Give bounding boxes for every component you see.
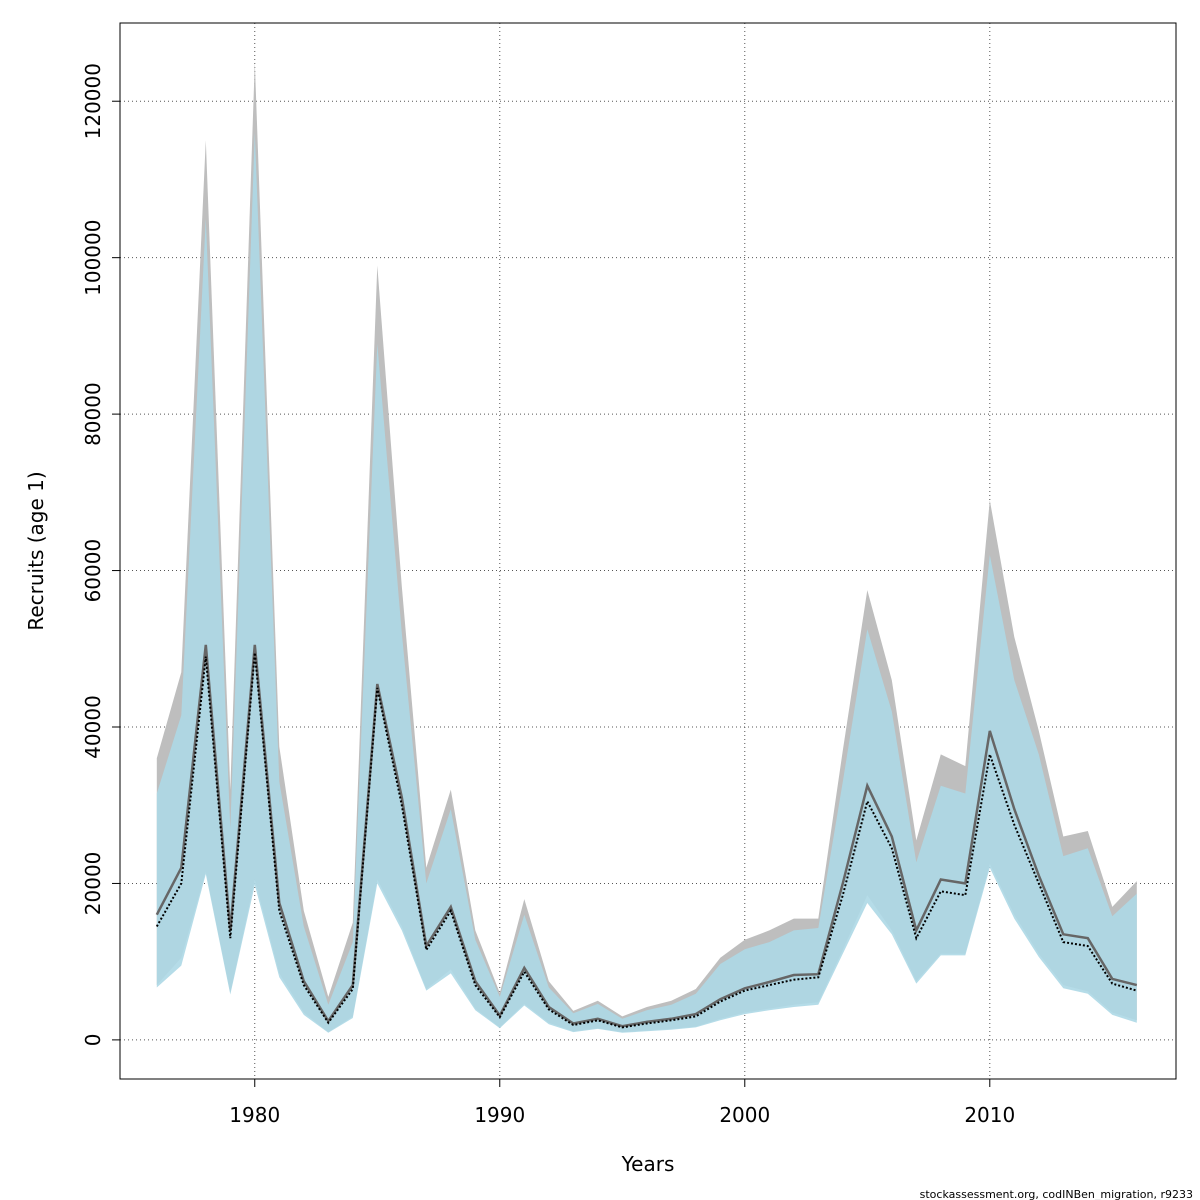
y-axis-title: Recruits (age 1) [24,471,48,630]
grey-center-line [155,644,1138,1028]
x-axis: 1980 1990 2000 2010 [229,1078,1015,1127]
x-tick-label: 1990 [474,1103,525,1127]
confidence-bands [156,62,1137,1033]
band-blue-area [156,132,1137,1033]
x-tick-label: 1980 [229,1103,280,1127]
y-tick-label: 0 [81,1034,105,1047]
blue-center-line [155,652,1138,1029]
y-axis: 0 20000 40000 60000 80000 100000 120000 [81,63,121,1047]
x-tick-label: 2010 [964,1103,1015,1127]
y-tick-label: 40000 [81,695,105,759]
estimate-lines [155,644,1138,1029]
source-note: stockassessment.org, codINBen_migration,… [920,1188,1193,1200]
y-tick-label: 100000 [81,220,105,296]
y-tick-label: 120000 [81,63,105,139]
x-tick-label: 2000 [719,1103,770,1127]
y-tick-label: 20000 [81,852,105,916]
x-axis-title: Years [621,1152,675,1176]
y-tick-label: 80000 [81,382,105,446]
y-tick-label: 60000 [81,539,105,603]
